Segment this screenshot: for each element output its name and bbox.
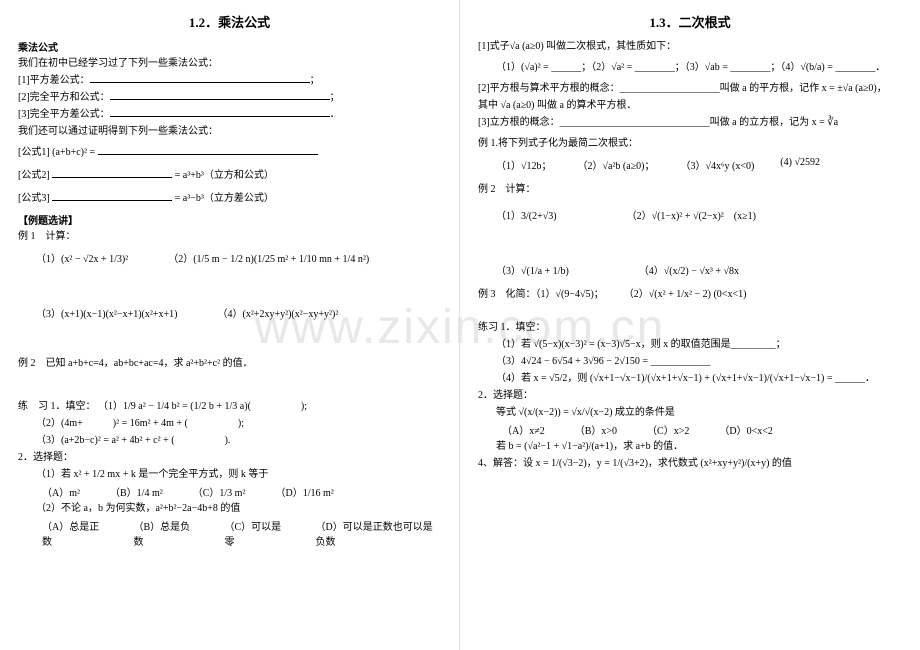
formula-2-right: = a³+b³（立方和公式） [175,170,274,181]
r-ex1b: （2）√a²b (a≥0)； [578,157,655,172]
choice-b: （B）1/4 m² [110,484,163,499]
formula-2-left: [公式2] [18,170,50,181]
blank-line [90,73,310,83]
practice-1b: （2）(4m+ )² = 16m² + 4m + ( ); [36,416,441,431]
choice-c: （C）x>2 [647,422,689,437]
formula-3-right: = a³−b³（立方差公式） [175,193,274,204]
right-title: 1.3．二次根式 [478,12,902,31]
item-2-label: [2]完全平方和公式： [18,92,110,103]
practice-2a: （1）若 x² + 1/2 mx + k 是一个完全平方式，则 k 等于 [36,467,441,482]
r-p1c: （4）若 x = √5/2，则 (√x+1−√x−1)/(√x+1+√x−1) … [496,371,902,386]
choice-a: （A）m² [42,484,80,499]
choice-a: （A）总是正数 [42,518,104,548]
choice-b: （B）总是负数 [134,518,195,548]
r-ex1a: （1）√12b； [496,157,552,172]
choice-b: （B）x>0 [575,422,617,437]
blank-line [52,191,172,201]
blank-line [110,90,330,100]
r2a: [2]平方根与算术平方根的概念：____________________叫做 a… [478,81,902,96]
practice-1a: （1）1/9 a² − 1/4 b² = (1/2 b + 1/3 a)( ); [98,401,307,412]
formula-1: [公式1] (a+b+c)² = [18,145,441,160]
r1-sub: （1）(√a)² = ______；（2）√a² = ________；（3）√… [496,60,902,75]
item-3: [3]完全平方差公式：． [18,107,441,122]
r-ex3: 例 3 化简：（1）√(9−4√5)； （2）√(x² + 1/x² − 2) … [478,287,902,302]
r3: [3]立方根的概念：______________________________… [478,115,902,130]
multiply-heading: 乘法公式 [18,39,441,54]
left-title: 1.2．乘法公式 [18,12,441,31]
r-p1a: （1）若 √(5−x)(x−3)² = (x−3)√5−x，则 x 的取值范围是… [496,337,902,352]
r-ex1: 例 1.将下列式子化为最简二次根式： [478,136,902,151]
practice-2b-choices: （A）总是正数 （B）总是负数 （C）可以是零 （D）可以是正数也可以是负数 [42,518,441,548]
example-1-row1: （1）(x² − √2x + 1/3)² （2）(1/5 m − 1/2 n)(… [36,250,441,265]
choice-a: （A）x≠2 [502,422,545,437]
r-ex1-row: （1）√12b； （2）√a²b (a≥0)； （3）√4x⁶y (x<0) (… [496,157,902,172]
formula-3-left: [公式3] [18,193,50,204]
r-ex1d: (4) √2592 [780,157,820,172]
formula-2: [公式2] = a³+b³（立方和公式） [18,168,441,183]
r-p2a: 等式 √(x/(x−2)) = √x/√(x−2) 成立的条件是 [496,405,902,420]
choice-c: （C）1/3 m² [193,484,246,499]
left-page: 1.2．乘法公式 乘法公式 我们在初中已经学习过了下列一些乘法公式： [1]平方… [0,0,460,650]
r-prac2: 2．选择题： [478,388,902,403]
formula-1-label: [公式1] (a+b+c)² = [18,147,95,158]
r-ex2b: （2）√(1−x)² + √(2−x)² (x≥1) [627,207,756,222]
item-2: [2]完全平方和公式：； [18,90,441,105]
blank-line [98,145,318,155]
r-ex2a: （1）3/(2+√3) [496,207,557,222]
intro-2: 我们还可以通过证明得到下列一些乘法公式： [18,124,441,139]
r-ex1c: （3）√4x⁶y (x<0) [681,157,755,172]
r-ex2c: （3）√(1/a + 1/b) [496,262,569,277]
formula-3: [公式3] = a³−b³（立方差公式） [18,191,441,206]
r-ex2-row2: （3）√(1/a + 1/b) （4）√(x/2) − √x³ + √8x [496,262,902,277]
r-p3: 若 b = (√a²−1 + √1−a²)/(a+1)，求 a+b 的值． [496,439,902,454]
example-1a: （1）(x² − √2x + 1/3)² [36,250,128,265]
examples-heading: 【例题选讲】 [18,212,441,227]
practice-2a-choices: （A）m² （B）1/4 m² （C）1/3 m² （D）1/16 m² [42,484,441,499]
r-ex2: 例 2 计算： [478,182,902,197]
choice-c: （C）可以是零 [224,518,285,548]
item-1-label: [1]平方差公式： [18,75,90,86]
choice-d: （D）0<x<2 [719,422,773,437]
practice-1c: （3）(a+2b−c)² = a² + 4b² + c² + ( ). [36,433,441,448]
r-p1b: （3）4√24 − 6√54 + 3√96 − 2√150 = ________… [496,354,902,369]
r1: [1]式子√a (a≥0) 叫做二次根式，其性质如下： [478,39,902,54]
right-page: 1.3．二次根式 [1]式子√a (a≥0) 叫做二次根式，其性质如下： （1）… [460,0,920,650]
r-ex2d: （4）√(x/2) − √x³ + √8x [639,262,739,277]
intro-1: 我们在初中已经学习过了下列一些乘法公式： [18,56,441,71]
example-1b: （2）(1/5 m − 1/2 n)(1/25 m² + 1/10 mn + 1… [168,250,369,265]
practice-1-label: 练 习 1．填空： [18,401,96,412]
practice-1-title: 练 习 1．填空： （1）1/9 a² − 1/4 b² = (1/2 b + … [18,399,441,414]
choice-d: （D）可以是正数也可以是负数 [315,518,441,548]
item-3-label: [3]完全平方差公式： [18,109,110,120]
example-2: 例 2 已知 a+b+c=4，ab+bc+ac=4，求 a²+b²+c² 的值． [18,356,441,371]
example-1: 例 1 计算： [18,229,441,244]
example-1d: （4）(x²+2xy+y²)(x²−xy+y²)² [217,305,338,320]
practice-2-title: 2．选择题： [18,450,441,465]
item-1: [1]平方差公式：； [18,73,441,88]
r-ex2-row1: （1）3/(2+√3) （2）√(1−x)² + √(2−x)² (x≥1) [496,207,902,222]
practice-2b: （2）不论 a，b 为何实数，a²+b²−2a−4b+8 的值 [36,501,441,516]
example-1-row2: （3）(x+1)(x−1)(x²−x+1)(x²+x+1) （4）(x²+2xy… [36,305,441,320]
r-prac1: 练习 1．填空： [478,320,902,335]
r-p4: 4、解答：设 x = 1/(√3−2)，y = 1/(√3+2)，求代数式 (x… [478,456,902,471]
choice-d: （D）1/16 m² [275,484,333,499]
blank-line [52,168,172,178]
blank-line [110,107,330,117]
r-p2a-choices: （A）x≠2 （B）x>0 （C）x>2 （D）0<x<2 [502,422,902,437]
example-1c: （3）(x+1)(x−1)(x²−x+1)(x²+x+1) [36,305,177,320]
r2b: 其中 √a (a≥0) 叫做 a 的算术平方根． [478,98,902,113]
